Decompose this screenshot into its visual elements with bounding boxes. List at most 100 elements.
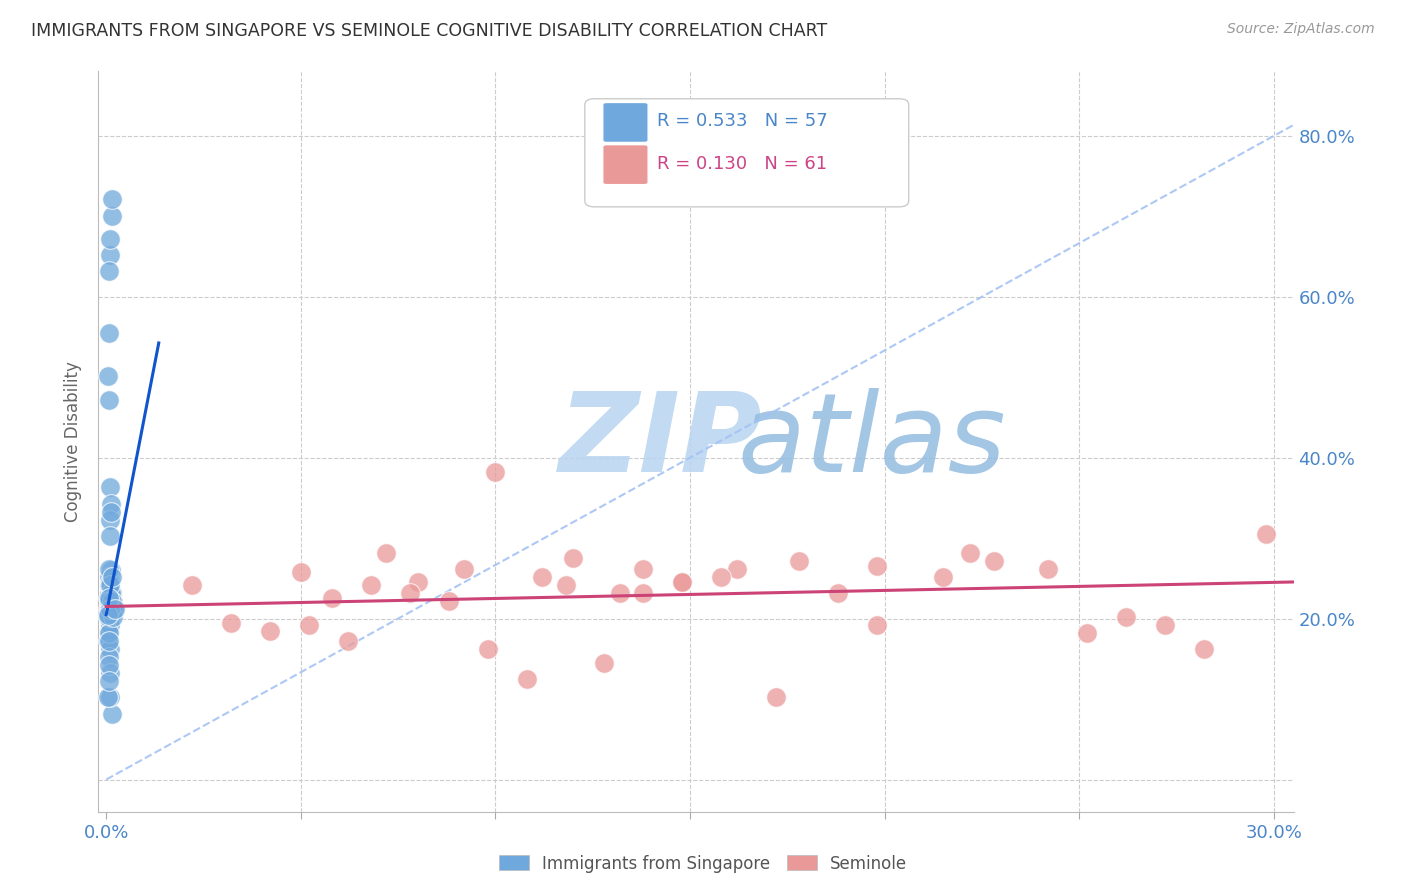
- Point: [97, 607, 120, 622]
- Point: [101, 586, 124, 600]
- Point: [98, 575, 121, 590]
- Point: [97, 624, 120, 638]
- Point: [516, 672, 538, 686]
- Point: [100, 602, 122, 616]
- Point: [97, 589, 120, 603]
- Point: [98, 587, 121, 601]
- Point: [104, 602, 127, 616]
- Point: [562, 551, 585, 566]
- Point: [98, 562, 121, 576]
- Point: [437, 594, 460, 608]
- Point: [671, 575, 693, 590]
- Point: [97, 602, 120, 616]
- Point: [98, 232, 121, 246]
- Point: [100, 586, 122, 600]
- Point: [477, 642, 499, 657]
- Point: [98, 599, 121, 614]
- Point: [98, 602, 121, 616]
- Point: [100, 613, 122, 627]
- Point: [100, 563, 122, 577]
- FancyBboxPatch shape: [585, 99, 908, 207]
- Point: [103, 610, 125, 624]
- Point: [98, 599, 121, 614]
- Text: R = 0.130   N = 61: R = 0.130 N = 61: [657, 155, 827, 173]
- Point: [100, 607, 122, 622]
- Point: [97, 626, 120, 640]
- Text: R = 0.533   N = 57: R = 0.533 N = 57: [657, 112, 827, 130]
- Legend: Immigrants from Singapore, Seminole: Immigrants from Singapore, Seminole: [492, 848, 914, 880]
- Point: [98, 248, 121, 262]
- Point: [531, 570, 554, 584]
- Point: [100, 607, 122, 622]
- Point: [97, 594, 120, 608]
- Point: [98, 615, 121, 630]
- Point: [101, 594, 124, 608]
- Text: atlas: atlas: [738, 388, 1007, 495]
- Point: [98, 602, 121, 616]
- Point: [103, 594, 125, 608]
- Point: [97, 326, 120, 340]
- Point: [97, 650, 120, 665]
- Point: [98, 513, 121, 527]
- Point: [959, 546, 981, 560]
- Point: [1256, 527, 1278, 541]
- Text: ZIP: ZIP: [558, 388, 762, 495]
- Point: [97, 591, 120, 606]
- Point: [609, 586, 631, 600]
- Point: [97, 591, 120, 606]
- Point: [97, 690, 120, 705]
- Point: [98, 264, 121, 278]
- Point: [671, 575, 693, 590]
- Point: [866, 618, 889, 632]
- Point: [97, 392, 120, 407]
- Point: [554, 578, 576, 592]
- Point: [98, 642, 121, 657]
- Point: [633, 562, 655, 576]
- Point: [97, 658, 120, 673]
- Point: [593, 656, 616, 670]
- Point: [1192, 642, 1215, 657]
- Point: [321, 591, 343, 606]
- Point: [100, 597, 122, 611]
- Point: [101, 192, 124, 206]
- Point: [98, 666, 121, 681]
- Point: [1154, 618, 1177, 632]
- Point: [97, 594, 120, 608]
- Point: [100, 603, 122, 617]
- Point: [97, 591, 120, 606]
- Point: [787, 554, 810, 568]
- Point: [97, 368, 120, 383]
- Point: [100, 599, 122, 614]
- Point: [100, 607, 122, 622]
- Point: [1076, 626, 1098, 640]
- Point: [406, 575, 429, 590]
- Point: [101, 586, 124, 600]
- Point: [100, 480, 122, 494]
- Point: [710, 570, 733, 584]
- Point: [290, 565, 312, 579]
- FancyBboxPatch shape: [603, 103, 648, 143]
- Point: [101, 209, 124, 223]
- Point: [100, 529, 122, 543]
- Point: [100, 505, 122, 519]
- Point: [98, 602, 121, 616]
- Point: [765, 690, 787, 705]
- Point: [725, 562, 748, 576]
- Point: [98, 607, 121, 622]
- Point: [98, 594, 121, 608]
- Point: [98, 595, 121, 609]
- Point: [101, 570, 124, 584]
- Point: [219, 615, 242, 630]
- Point: [100, 599, 122, 614]
- Point: [97, 634, 120, 648]
- Point: [375, 546, 398, 560]
- Text: IMMIGRANTS FROM SINGAPORE VS SEMINOLE COGNITIVE DISABILITY CORRELATION CHART: IMMIGRANTS FROM SINGAPORE VS SEMINOLE CO…: [31, 22, 827, 40]
- Point: [100, 610, 122, 624]
- Point: [866, 559, 889, 574]
- Point: [827, 586, 849, 600]
- Text: Source: ZipAtlas.com: Source: ZipAtlas.com: [1227, 22, 1375, 37]
- Point: [360, 578, 382, 592]
- Y-axis label: Cognitive Disability: Cognitive Disability: [65, 361, 83, 522]
- Point: [98, 690, 121, 705]
- Point: [633, 586, 655, 600]
